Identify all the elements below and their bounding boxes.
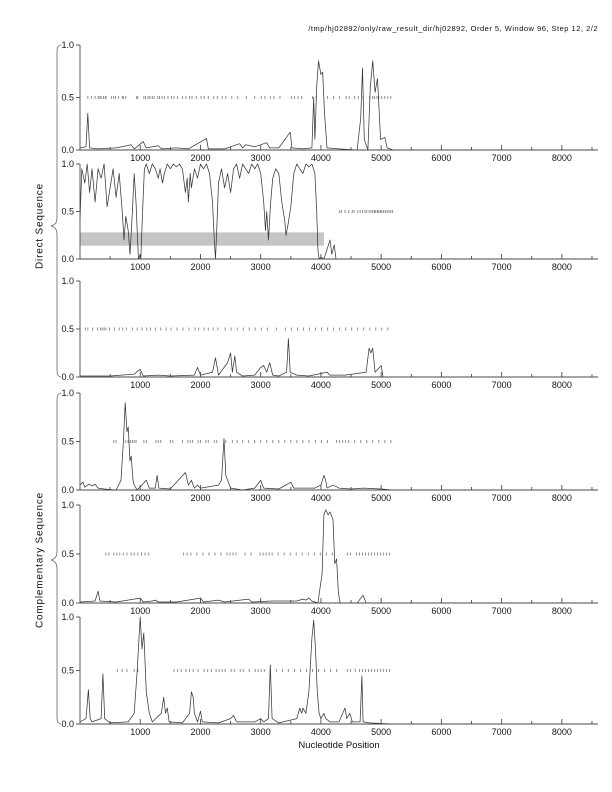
svg-text:8000: 8000	[552, 493, 572, 503]
svg-text:6000: 6000	[431, 493, 451, 503]
codon-markers	[105, 552, 391, 556]
svg-text:0.0: 0.0	[61, 485, 74, 495]
axes	[76, 44, 598, 151]
threshold-band	[80, 232, 324, 246]
svg-text:7000: 7000	[492, 727, 512, 737]
svg-text:1000: 1000	[130, 153, 150, 163]
svg-text:0.5: 0.5	[61, 207, 74, 217]
axes	[76, 392, 598, 491]
svg-text:0.5: 0.5	[61, 666, 74, 676]
panel-direct-frame-2: 0.0 0.5 1.0 1000 2000 3000 4000 5000 6000 7000 800…	[61, 159, 598, 272]
svg-text:4000: 4000	[311, 153, 331, 163]
svg-text:8000: 8000	[552, 727, 572, 737]
axes	[76, 163, 598, 260]
probability-curve	[79, 509, 598, 604]
svg-text:4000: 4000	[311, 727, 331, 737]
panel-complementary-frame-3: 0.0 0.5 1.0 1000 2000 3000 4000 5000 6000 7000 800…	[61, 612, 598, 737]
probability-curve	[79, 616, 598, 725]
svg-text:7000: 7000	[492, 262, 512, 272]
svg-text:7000: 7000	[492, 153, 512, 163]
probability-curve	[79, 402, 598, 491]
svg-text:7000: 7000	[492, 606, 512, 616]
svg-text:3000: 3000	[251, 493, 271, 503]
brace-complementary-sequence	[50, 392, 62, 725]
svg-text:3000: 3000	[251, 262, 271, 272]
svg-text:7000: 7000	[492, 380, 512, 390]
svg-text:2000: 2000	[190, 727, 210, 737]
svg-text:0.0: 0.0	[61, 145, 74, 155]
svg-text:0.0: 0.0	[61, 719, 74, 729]
svg-text:2000: 2000	[190, 606, 210, 616]
probability-curve	[79, 163, 598, 260]
svg-text:0.5: 0.5	[61, 437, 74, 447]
page-title: /tmp/hj02892/only/raw_result_dir/hj02892…	[308, 24, 598, 33]
svg-text:6000: 6000	[431, 727, 451, 737]
svg-text:8000: 8000	[552, 262, 572, 272]
svg-text:1.0: 1.0	[61, 500, 74, 510]
svg-text:1.0: 1.0	[61, 40, 74, 50]
svg-text:1000: 1000	[130, 606, 150, 616]
svg-text:0.0: 0.0	[61, 254, 74, 264]
svg-text:0.0: 0.0	[61, 372, 74, 382]
codon-markers	[113, 440, 392, 443]
probability-curve	[79, 60, 598, 151]
svg-text:1.0: 1.0	[61, 388, 74, 398]
axes	[76, 504, 598, 604]
codon-markers	[84, 327, 389, 331]
svg-text:0.5: 0.5	[61, 324, 74, 334]
svg-text:4000: 4000	[311, 380, 331, 390]
svg-text:6000: 6000	[431, 262, 451, 272]
svg-text:1.0: 1.0	[61, 612, 74, 622]
svg-text:2000: 2000	[190, 153, 210, 163]
svg-text:1000: 1000	[130, 380, 150, 390]
svg-text:0.5: 0.5	[61, 93, 74, 103]
svg-text:1.0: 1.0	[61, 276, 74, 286]
svg-text:2000: 2000	[190, 262, 210, 272]
axes	[76, 616, 598, 725]
x-axis-title: Nucleotide Position	[298, 740, 380, 751]
codon-markers	[116, 669, 391, 672]
svg-text:5000: 5000	[371, 380, 391, 390]
axes	[76, 280, 598, 378]
svg-text:5000: 5000	[371, 262, 391, 272]
svg-text:2000: 2000	[190, 380, 210, 390]
svg-text:5000: 5000	[371, 606, 391, 616]
codon-markers	[339, 210, 394, 213]
svg-text:4000: 4000	[311, 262, 331, 272]
svg-text:4000: 4000	[311, 493, 331, 503]
svg-text:7000: 7000	[492, 493, 512, 503]
svg-text:5000: 5000	[371, 153, 391, 163]
svg-text:3000: 3000	[251, 153, 271, 163]
svg-text:0.5: 0.5	[61, 549, 74, 559]
svg-text:2000: 2000	[190, 493, 210, 503]
svg-text:1000: 1000	[130, 493, 150, 503]
panel-direct-frame-1: 0.0 0.5 1.0 1000 2000 3000 4000 5000 6000 7000 800…	[61, 40, 598, 163]
svg-text:6000: 6000	[431, 606, 451, 616]
svg-text:6000: 6000	[431, 153, 451, 163]
svg-text:3000: 3000	[251, 606, 271, 616]
svg-text:1000: 1000	[130, 262, 150, 272]
svg-text:3000: 3000	[251, 380, 271, 390]
probability-curve	[80, 338, 598, 378]
svg-text:5000: 5000	[371, 493, 391, 503]
panel-direct-frame-3: 0.0 0.5 1.0 1000 2000 3000 4000 5000 6000 7000 800…	[61, 276, 598, 390]
panel-complementary-frame-1: 0.0 0.5 1.0 1000 2000 3000 4000 5000 6000 7000 800…	[61, 388, 598, 503]
svg-text:3000: 3000	[251, 727, 271, 737]
svg-text:8000: 8000	[552, 380, 572, 390]
svg-text:6000: 6000	[431, 380, 451, 390]
svg-text:1.0: 1.0	[61, 159, 74, 169]
codon-markers	[87, 96, 392, 99]
svg-text:0.0: 0.0	[61, 598, 74, 608]
svg-text:8000: 8000	[552, 606, 572, 616]
svg-text:1000: 1000	[130, 727, 150, 737]
panel-complementary-frame-2: 0.0 0.5 1.0 1000 2000 3000 4000 5000 6000 7000 800…	[61, 500, 598, 616]
svg-text:4000: 4000	[311, 606, 331, 616]
brace-direct-sequence	[50, 44, 62, 378]
svg-text:5000: 5000	[371, 727, 391, 737]
svg-text:8000: 8000	[552, 153, 572, 163]
